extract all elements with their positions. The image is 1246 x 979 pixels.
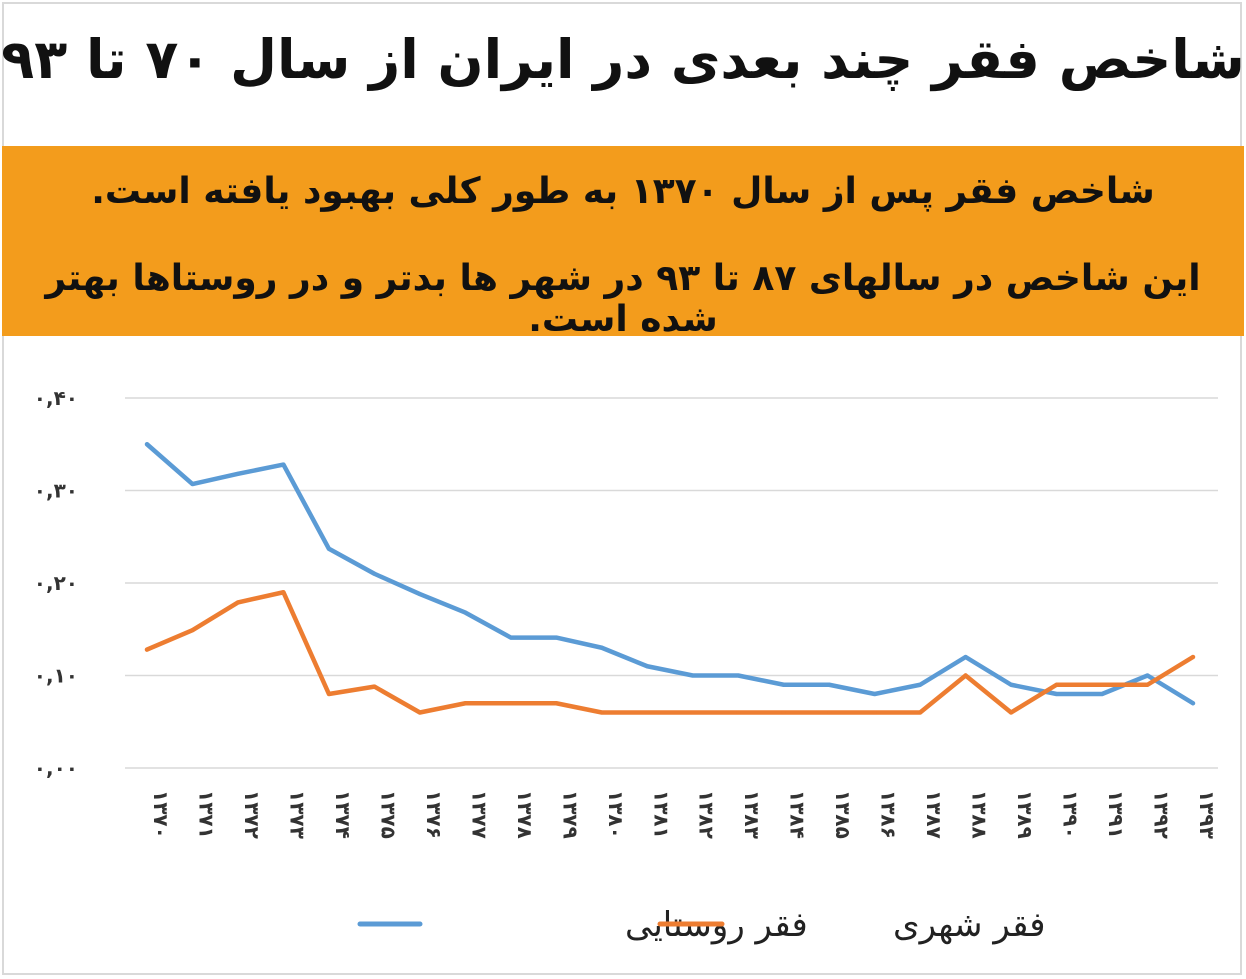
legend: فقر روستایی فقر شهری bbox=[357, 905, 1046, 945]
data-point bbox=[463, 701, 468, 706]
x-tick-label: ۱۳۹۰ bbox=[1059, 790, 1083, 839]
data-point bbox=[326, 692, 331, 696]
chart-title: شاخص فقر چند بعدی در ایران از سال ۷۰ تا … bbox=[1, 28, 1245, 91]
data-point bbox=[963, 655, 968, 659]
data-point bbox=[190, 628, 195, 633]
summary-line-1: شاخص فقر پس از سال ۱۳۷۰ به طور کلی بهبود… bbox=[91, 171, 1155, 212]
x-axis-ticks: ۱۳۷۰ ۱۳۷۱ ۱۳۷۲ ۱۳۷۳ ۱۳۷۴ ۱۳۷۵ ۱۳۷۶ ۱۳۷۷ ۱۳۷۸ ۱۳۷۹… bbox=[149, 790, 1219, 839]
data-point bbox=[918, 710, 923, 715]
data-point bbox=[1145, 682, 1150, 687]
x-tick-label: ۱۳۸۶ bbox=[877, 790, 901, 839]
x-tick-label: ۱۳۷۴ bbox=[331, 790, 355, 839]
data-point bbox=[417, 592, 422, 597]
x-tick-label: ۱۳۹۳ bbox=[1195, 790, 1219, 839]
x-tick-label: ۱۳۷۰ bbox=[149, 790, 173, 839]
data-point bbox=[463, 610, 468, 615]
summary-line-2: این شاخص در سالهای ۸۷ تا ۹۳ در شهر ها بد… bbox=[45, 258, 1201, 340]
data-point bbox=[781, 710, 786, 715]
data-point bbox=[508, 701, 513, 706]
x-tick-label: ۱۳۷۸ bbox=[513, 790, 537, 839]
data-point bbox=[326, 546, 331, 551]
data-point bbox=[145, 442, 149, 447]
summary-banner: شاخص فقر پس از سال ۱۳۷۰ به طور کلی بهبود… bbox=[2, 146, 1244, 340]
data-point bbox=[736, 673, 741, 678]
data-point bbox=[827, 682, 832, 687]
data-point bbox=[963, 673, 968, 678]
data-point bbox=[781, 682, 786, 687]
data-point bbox=[281, 462, 286, 467]
x-tick-label: ۱۳۸۰ bbox=[604, 790, 628, 839]
data-point bbox=[1054, 682, 1059, 687]
data-point bbox=[736, 710, 741, 715]
data-point bbox=[372, 571, 377, 576]
data-point bbox=[599, 710, 604, 715]
data-point bbox=[417, 710, 422, 715]
data-point bbox=[1191, 655, 1195, 659]
x-tick-label: ۱۳۸۲ bbox=[695, 790, 719, 839]
series-line-1 bbox=[144, 590, 1196, 715]
gridlines bbox=[125, 397, 1218, 769]
x-tick-label: ۱۳۷۳ bbox=[285, 790, 309, 839]
data-point bbox=[827, 710, 832, 715]
data-point bbox=[281, 590, 286, 595]
legend-label: فقر شهری bbox=[893, 905, 1046, 945]
data-point bbox=[235, 471, 240, 476]
x-tick-label: ۱۳۸۵ bbox=[831, 790, 855, 839]
data-point bbox=[872, 710, 877, 715]
data-point bbox=[145, 647, 149, 652]
data-point bbox=[645, 710, 650, 715]
data-point bbox=[599, 645, 604, 650]
data-point bbox=[372, 684, 377, 689]
data-point bbox=[190, 482, 195, 487]
data-point bbox=[872, 692, 877, 696]
y-tick-label: ۰,۴۰ bbox=[34, 386, 78, 410]
data-point bbox=[554, 635, 559, 640]
data-point bbox=[1009, 710, 1014, 715]
x-tick-label: ۱۳۸۹ bbox=[1013, 790, 1037, 839]
data-point bbox=[554, 701, 559, 706]
data-point bbox=[690, 710, 695, 715]
x-tick-label: ۱۳۸۱ bbox=[649, 790, 673, 839]
series-line-0 bbox=[144, 442, 1196, 706]
x-tick-label: ۱۳۷۲ bbox=[240, 790, 264, 839]
data-point bbox=[508, 635, 513, 640]
data-point bbox=[1009, 682, 1014, 687]
x-tick-label: ۱۳۹۱ bbox=[1104, 790, 1128, 839]
x-tick-label: ۱۳۸۳ bbox=[740, 790, 764, 839]
y-axis-ticks: ۰,۰۰ ۰,۱۰ ۰,۲۰ ۰,۳۰ ۰,۴۰ bbox=[34, 386, 78, 780]
x-tick-label: ۱۳۸۴ bbox=[786, 790, 810, 839]
y-tick-label: ۰,۱۰ bbox=[34, 664, 78, 688]
x-tick-label: ۱۳۷۶ bbox=[422, 790, 446, 839]
data-point bbox=[645, 664, 650, 669]
data-point bbox=[1054, 692, 1059, 696]
x-tick-label: ۱۳۸۷ bbox=[922, 790, 946, 839]
data-point bbox=[1100, 692, 1105, 696]
series-lines bbox=[144, 442, 1196, 715]
data-point bbox=[1100, 682, 1105, 687]
y-tick-label: ۰,۰۰ bbox=[34, 756, 78, 780]
y-tick-label: ۰,۲۰ bbox=[34, 571, 78, 595]
data-point bbox=[1145, 673, 1150, 678]
y-tick-label: ۰,۳۰ bbox=[34, 479, 78, 503]
data-point bbox=[918, 682, 923, 687]
x-tick-label: ۱۳۷۷ bbox=[467, 790, 491, 839]
data-point bbox=[235, 600, 240, 605]
x-tick-label: ۱۳۷۵ bbox=[376, 790, 400, 839]
x-tick-label: ۱۳۹۲ bbox=[1150, 790, 1174, 839]
x-tick-label: ۱۳۸۸ bbox=[968, 790, 992, 839]
data-point bbox=[1191, 701, 1195, 706]
x-tick-label: ۱۳۷۱ bbox=[194, 790, 218, 839]
data-point bbox=[690, 673, 695, 678]
x-tick-label: ۱۳۷۹ bbox=[558, 790, 582, 839]
